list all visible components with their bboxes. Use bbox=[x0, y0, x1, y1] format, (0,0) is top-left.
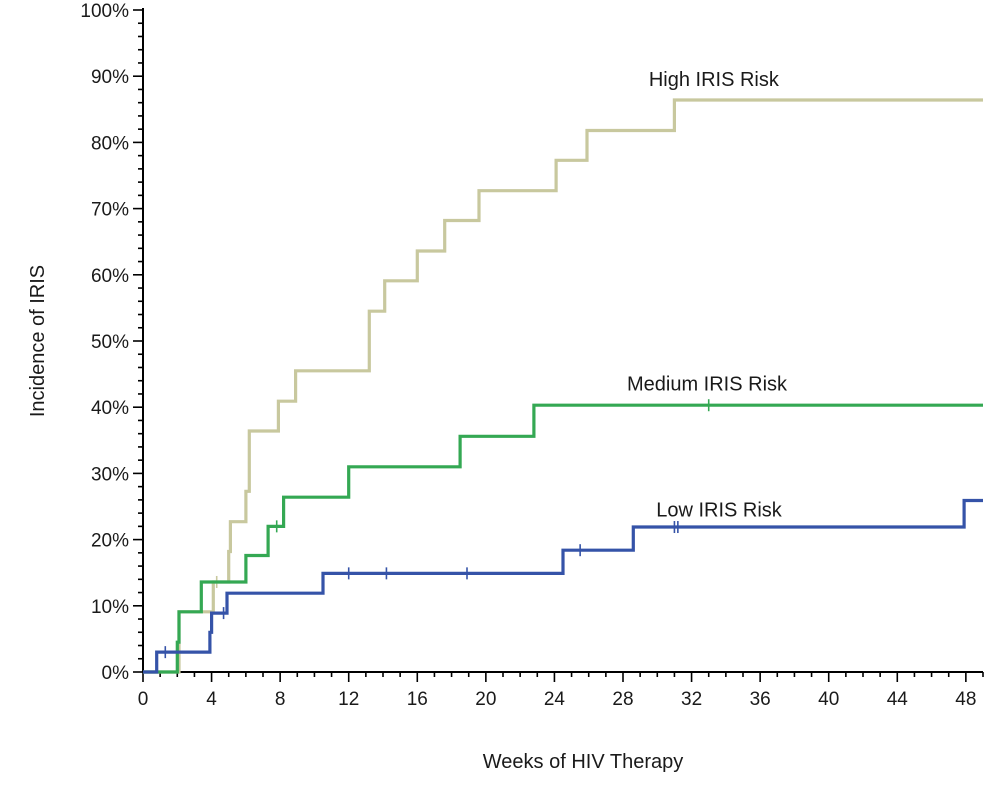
series-line bbox=[143, 403, 983, 674]
x-tick-label: 4 bbox=[206, 689, 217, 710]
ticks: 0%10%20%30%40%50%60%70%80%90%100%0 4 8 12 16… bbox=[80, 1, 984, 710]
series-label: Low IRIS Risk bbox=[656, 499, 783, 521]
series-line bbox=[143, 498, 983, 674]
y-axis-title: Incidence of IRIS bbox=[27, 265, 49, 417]
y-tick-label: 10% bbox=[91, 597, 129, 618]
series-label: High IRIS Risk bbox=[649, 69, 780, 91]
x-tick-label: 20 bbox=[475, 689, 496, 710]
y-tick-label: 60% bbox=[91, 266, 129, 287]
y-tick-label: 90% bbox=[91, 67, 129, 88]
series-labels: High IRIS Risk Medium IRIS Risk Low IRIS R… bbox=[627, 69, 788, 521]
y-tick-label: 50% bbox=[91, 332, 129, 353]
y-tick-label: 40% bbox=[91, 398, 129, 419]
x-tick-label: 44 bbox=[887, 689, 909, 710]
y-tick-label: 70% bbox=[91, 200, 129, 221]
y-tick-label: 30% bbox=[91, 464, 129, 485]
x-tick-label: 36 bbox=[750, 689, 771, 710]
x-tick-label: 40 bbox=[818, 689, 839, 710]
y-tick-label: 100% bbox=[80, 1, 129, 22]
x-tick-label: 48 bbox=[955, 689, 976, 710]
series-group bbox=[143, 98, 983, 674]
x-tick-label: 24 bbox=[544, 689, 566, 710]
x-tick-label: 16 bbox=[407, 689, 428, 710]
x-axis-title: Weeks of HIV Therapy bbox=[483, 751, 683, 773]
x-tick-label: 32 bbox=[681, 689, 702, 710]
x-tick-label: 12 bbox=[338, 689, 359, 710]
x-tick-label: 0 bbox=[138, 689, 149, 710]
axes bbox=[142, 8, 983, 673]
y-tick-label: 0% bbox=[102, 663, 130, 684]
series-line bbox=[143, 98, 983, 674]
x-tick-label: 28 bbox=[612, 689, 633, 710]
series-label: Medium IRIS Risk bbox=[627, 374, 788, 396]
x-tick-label: 8 bbox=[275, 689, 286, 710]
y-tick-label: 20% bbox=[91, 531, 129, 552]
y-tick-label: 80% bbox=[91, 133, 129, 154]
